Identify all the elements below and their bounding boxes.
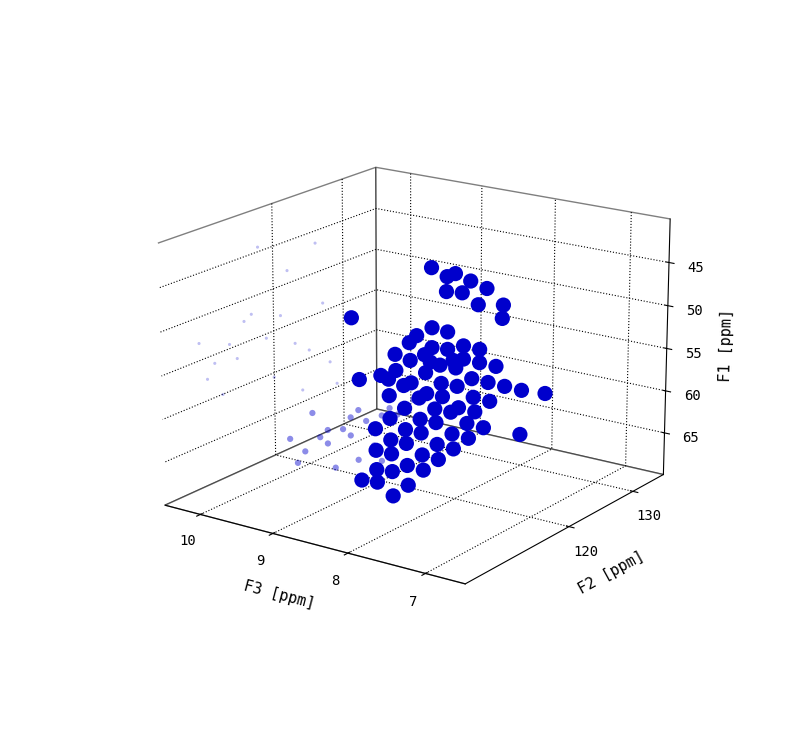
Y-axis label: F2 [ppm]: F2 [ppm]	[576, 549, 647, 597]
X-axis label: F3 [ppm]: F3 [ppm]	[242, 578, 317, 611]
